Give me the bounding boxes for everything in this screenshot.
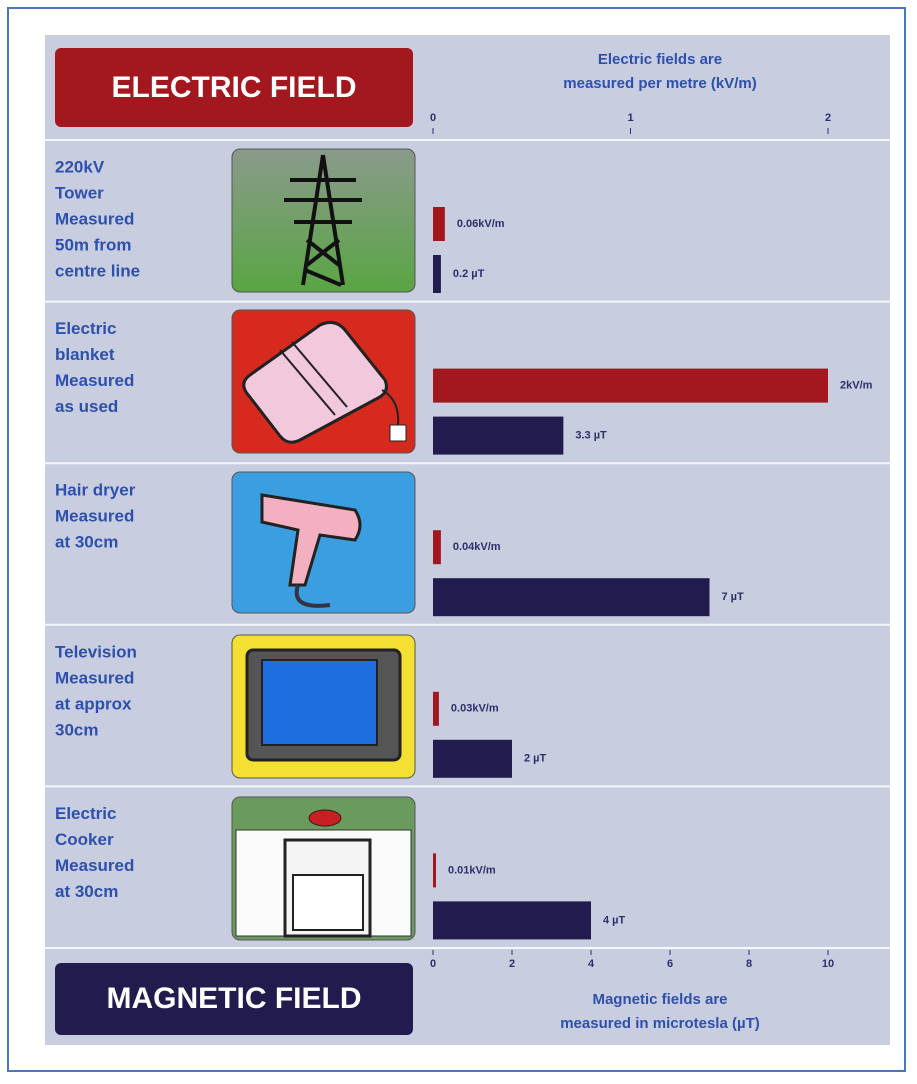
bar (433, 207, 445, 241)
category-label: Cooker (55, 830, 114, 849)
x-axis-title: Electric fields are (598, 51, 722, 68)
x2-tick-label: 4 (588, 958, 595, 970)
x2-tick-label: 10 (822, 958, 834, 970)
x-tick-label: 0 (430, 112, 436, 124)
value-label: 2kV/m (840, 380, 873, 392)
category-label: Hair dryer (55, 481, 136, 500)
bar (433, 530, 441, 565)
television-icon (231, 634, 416, 779)
magnetic-badge-text: MAGNETIC FIELD (107, 982, 362, 1015)
value-label: 7 µT (722, 591, 745, 603)
category-label: Electric (55, 319, 116, 338)
bar (433, 691, 439, 726)
bar (433, 255, 441, 293)
x2-tick-label: 6 (667, 958, 673, 970)
category-label: at 30cm (55, 533, 118, 552)
cooker-icon (231, 796, 416, 941)
bar (433, 368, 828, 403)
category-label: at 30cm (55, 882, 118, 901)
panel (45, 35, 890, 1045)
category-label: 220kV (55, 157, 105, 176)
bar (433, 739, 512, 778)
category-label: centre line (55, 261, 140, 280)
value-label: 0.03kV/m (451, 703, 499, 715)
category-label: 50m from (55, 235, 132, 254)
value-label: 0.06kV/m (457, 218, 505, 230)
value-label: 2 µT (524, 753, 547, 765)
value-label: 0.01kV/m (448, 864, 496, 876)
category-label: Television (55, 642, 137, 661)
x2-tick-label: 8 (746, 958, 752, 970)
bar (433, 416, 564, 455)
x2-tick-label: 2 (509, 958, 515, 970)
x2-axis-title: measured in microtesla (µT) (560, 1015, 760, 1032)
category-label: Measured (55, 371, 134, 390)
category-label: blanket (55, 345, 115, 364)
hairdryer-icon (231, 471, 416, 614)
category-label: Electric (55, 804, 116, 823)
x2-tick-label: 0 (430, 958, 436, 970)
value-label: 4 µT (603, 914, 626, 926)
category-label: Measured (55, 209, 134, 228)
bar (433, 578, 710, 617)
tower-icon (231, 148, 416, 293)
magnetic-badge (55, 963, 413, 1035)
x2-axis-title: Magnetic fields are (592, 991, 727, 1008)
electric-badge (55, 48, 413, 127)
x-tick-label: 1 (627, 112, 633, 124)
bar (433, 853, 436, 888)
category-label: Measured (55, 856, 134, 875)
value-label: 3.3 µT (575, 430, 607, 442)
category-label: as used (55, 397, 118, 416)
value-label: 0.2 µT (453, 268, 485, 280)
blanket-icon (231, 309, 416, 454)
value-label: 0.04kV/m (453, 541, 501, 553)
category-label: 30cm (55, 720, 98, 739)
bar (433, 901, 591, 940)
category-label: Measured (55, 668, 134, 687)
category-label: at approx (55, 694, 132, 713)
category-label: Tower (55, 183, 104, 202)
x-tick-label: 2 (825, 112, 831, 124)
electric-badge-text: ELECTRIC FIELD (112, 71, 357, 104)
x-axis-title: measured per metre (kV/m) (563, 75, 756, 92)
category-label: Measured (55, 507, 134, 526)
